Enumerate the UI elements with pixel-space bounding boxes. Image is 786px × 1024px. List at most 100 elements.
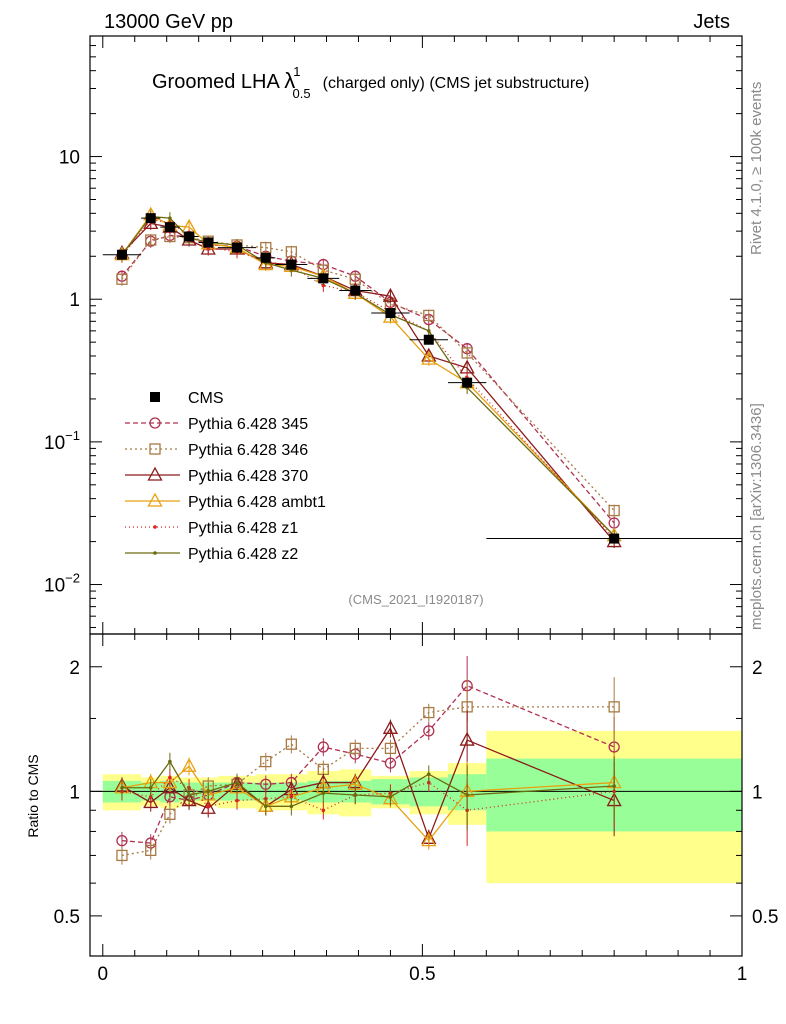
- series-data: [102, 213, 742, 544]
- marker-dot: [289, 804, 294, 809]
- y-tick-label: 10−2: [44, 571, 80, 597]
- marker-filled-square: [203, 237, 214, 248]
- energy-label: 13000 GeV pp: [104, 11, 233, 33]
- legend-label: Pythia 6.428 370: [188, 468, 308, 485]
- marker-filled-square: [150, 392, 160, 402]
- marker-dot: [321, 791, 326, 795]
- marker-square: [145, 234, 157, 246]
- ratio-line: [121, 760, 615, 807]
- marker-triangle: [143, 794, 159, 809]
- legend-item-5: Pythia 6.428 z2: [125, 546, 298, 563]
- ratio-y-tick-label-right: 0.5: [752, 907, 778, 928]
- marker-square: [149, 443, 161, 455]
- marker-filled-square: [423, 334, 434, 345]
- legend-item-2: Pythia 6.428 370: [125, 466, 308, 485]
- marker-triangle: [162, 779, 178, 794]
- marker-dot: [321, 808, 326, 813]
- marker-dot: [426, 329, 431, 333]
- y-tick-label: 10−1: [44, 428, 80, 454]
- marker-filled-square: [318, 273, 329, 284]
- ratio-y-tick-label-right: 2: [752, 658, 763, 679]
- marker-dot: [426, 772, 431, 777]
- x-tick-label: 0: [97, 964, 108, 985]
- ratio-y-tick-label: 0.5: [54, 907, 80, 928]
- marker-dot: [120, 785, 124, 790]
- legend-label: Pythia 6.428 346: [188, 442, 308, 459]
- legend-label: Pythia 6.428 345: [188, 416, 308, 433]
- marker-triangle: [459, 731, 475, 746]
- y-tick-label: 10: [59, 148, 80, 169]
- tick-base: 10: [44, 576, 65, 597]
- plot-title: Groomed LHA λ1 0.5 (charged only) (CMS jet…: [152, 64, 589, 101]
- legend-label: CMS: [188, 390, 224, 407]
- marker-square: [260, 755, 272, 768]
- marker-triangle: [421, 832, 437, 847]
- legend-item-0: Pythia 6.428 345: [125, 416, 308, 433]
- marker-dot: [168, 775, 172, 780]
- marker-triangle: [181, 757, 197, 772]
- category-label: Jets: [693, 11, 730, 33]
- marker-circle: [423, 725, 435, 737]
- marker-dot: [168, 759, 172, 764]
- ratio-y-tick-label-right: 1: [752, 782, 763, 803]
- marker-triangle: [421, 350, 437, 365]
- marker-square: [423, 706, 435, 719]
- marker-dot: [235, 780, 239, 785]
- legend-item-data: CMS: [150, 390, 224, 407]
- marker-dot: [612, 784, 616, 788]
- ratio-y-tick-label: 1: [69, 782, 80, 803]
- legend-item-4: Pythia 6.428 z1: [125, 520, 298, 537]
- marker-square: [285, 738, 298, 750]
- legend: CMS Pythia 6.428 345 Pythia 6.428 346 Pythi…: [125, 390, 326, 563]
- marker-filled-square: [116, 249, 127, 260]
- marker-dot: [465, 793, 469, 797]
- marker-triangle: [162, 774, 178, 789]
- x-tick-label: 1: [737, 964, 748, 985]
- marker-dot: [353, 793, 358, 797]
- ratio-y-tick-label: 2: [69, 658, 80, 679]
- marker-triangle: [382, 719, 399, 734]
- ratio-line: [121, 776, 615, 811]
- marker-filled-square: [164, 222, 175, 233]
- ratio-line: [121, 726, 615, 841]
- marker-square: [260, 241, 272, 254]
- marker-filled-square: [260, 252, 271, 263]
- series-line: [121, 235, 615, 512]
- marker-dot: [153, 551, 157, 555]
- marker-square: [116, 849, 128, 862]
- marker-filled-square: [609, 533, 620, 544]
- legend-item-3: Pythia 6.428 ambt1: [125, 492, 326, 511]
- y-tick-label: 1: [69, 290, 80, 311]
- marker-filled-square: [385, 308, 396, 319]
- analysis-id: (CMS_2021_I1920187): [348, 592, 483, 607]
- tick-exp: −1: [65, 428, 80, 443]
- title-rest: (charged only) (CMS jet substructure): [323, 75, 590, 92]
- marker-filled-square: [184, 231, 195, 242]
- marker-dot: [148, 785, 153, 790]
- title-lambda: λ: [284, 68, 295, 93]
- ratio-line: [121, 684, 615, 844]
- marker-triangle: [382, 287, 399, 302]
- side-label-mcplots: mcplots.cern.ch [arXiv:1306.3436]: [748, 403, 765, 630]
- marker-filled-square: [286, 259, 297, 270]
- marker-square: [116, 273, 128, 285]
- x-tick-label: 0.5: [409, 964, 435, 985]
- legend-label: Pythia 6.428 z1: [188, 520, 298, 537]
- legend-item-1: Pythia 6.428 346: [125, 442, 308, 459]
- marker-filled-square: [462, 377, 473, 388]
- marker-circle: [384, 757, 397, 769]
- title-main: Groomed LHA: [152, 71, 284, 93]
- marker-square: [384, 742, 397, 755]
- marker-square: [608, 701, 620, 713]
- marker-dot: [388, 795, 393, 799]
- ratio-frame: [89, 633, 743, 957]
- marker-square: [164, 808, 176, 820]
- marker-dot: [321, 283, 326, 288]
- ratio-series-5: [120, 752, 616, 831]
- marker-dot: [206, 789, 211, 794]
- marker-square: [349, 742, 361, 755]
- marker-square: [145, 844, 157, 857]
- side-label-rivet: Rivet 4.1.0, ≥ 100k events: [748, 82, 765, 255]
